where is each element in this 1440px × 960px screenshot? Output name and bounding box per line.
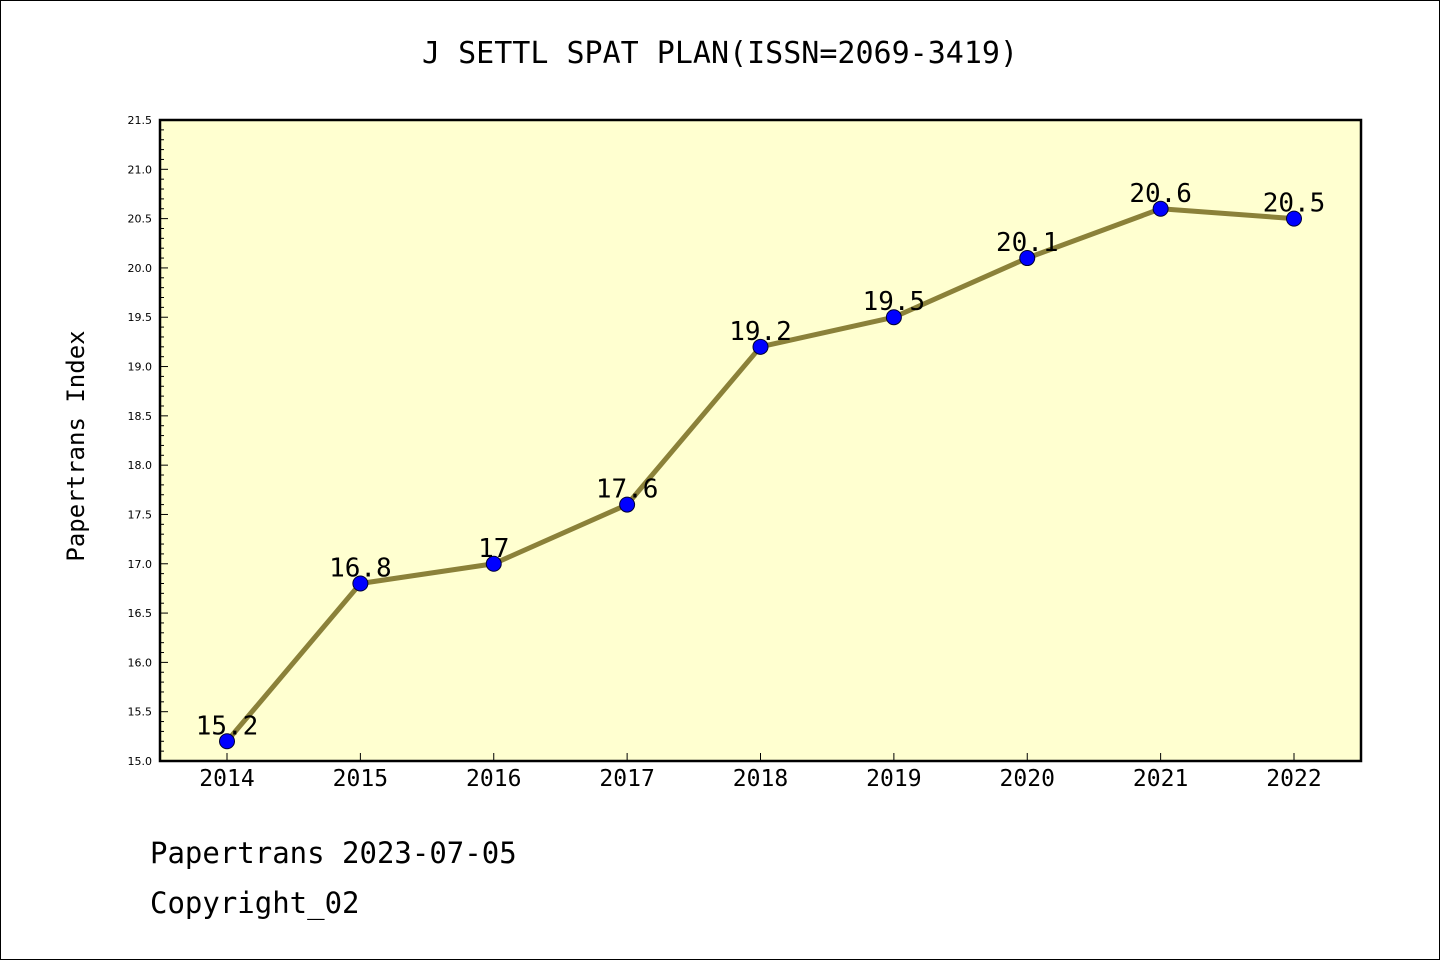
y-tick-label: 16.0 [128, 656, 153, 669]
y-tick-label: 21.0 [128, 163, 153, 176]
x-tick-label: 2014 [199, 766, 254, 792]
x-tick-label: 2018 [733, 766, 788, 792]
y-tick-label: 17.5 [128, 508, 153, 521]
data-point [219, 733, 235, 750]
x-tick-label: 2017 [599, 766, 654, 792]
y-tick-label: 19.0 [128, 361, 153, 374]
y-tick-label: 17.0 [128, 558, 153, 571]
data-labels: 15.2 16.8 17 17.6 19.2 19.5 20.1 20.6 20.5 [196, 179, 1326, 742]
data-label: 17 [478, 534, 509, 564]
data-label: 17.6 [596, 475, 659, 505]
data-point [885, 309, 902, 326]
data-label: 20.1 [996, 228, 1059, 258]
plot-area [158, 118, 1363, 763]
y-tick-label: 16.5 [128, 607, 153, 620]
data-label: 19.5 [863, 287, 926, 317]
y-tick-label: 15.5 [128, 706, 153, 719]
x-tick-label: 2019 [866, 766, 921, 792]
y-tick-label: 15.0 [128, 755, 153, 768]
y-tick-label: 18.5 [128, 410, 153, 423]
x-tick-label: 2021 [1133, 766, 1188, 792]
data-point [752, 338, 769, 355]
data-points [219, 200, 1302, 750]
footer-copyright: Copyright_02 [150, 886, 360, 920]
x-tick-label: 2022 [1266, 766, 1321, 792]
y-tick-label: 20.5 [128, 213, 153, 226]
chart-title: J SETTL SPAT PLAN(ISSN=2069-3419) [421, 36, 1019, 71]
data-label: 19.2 [729, 317, 792, 347]
y-tick-label: 21.5 [128, 114, 153, 127]
y-tick-label: 18.0 [128, 459, 153, 472]
data-label: 20.5 [1263, 189, 1326, 219]
data-point [485, 555, 502, 572]
data-point [1019, 250, 1036, 267]
data-point [619, 496, 636, 513]
y-axis-ticks: 15.0 15.5 16.0 16.5 17.0 17.5 18.0 18.5 19.0 19.5… [128, 114, 168, 768]
data-point [352, 575, 369, 592]
data-point [1152, 200, 1169, 217]
data-label: 20.6 [1129, 179, 1192, 209]
footer-source: Papertrans 2023-07-05 [150, 836, 517, 870]
x-tick-label: 2015 [333, 766, 388, 792]
y-tick-label: 19.5 [128, 311, 153, 324]
data-label: 15.2 [196, 711, 259, 741]
data-point [1286, 210, 1302, 227]
x-tick-label: 2016 [466, 766, 521, 792]
y-tick-label: 20.0 [128, 262, 153, 275]
x-axis-ticks: 2014 2015 2016 2017 2018 2019 2020 2021 2022 [199, 753, 1322, 792]
data-label: 16.8 [329, 553, 392, 583]
x-tick-label: 2020 [1000, 766, 1055, 792]
